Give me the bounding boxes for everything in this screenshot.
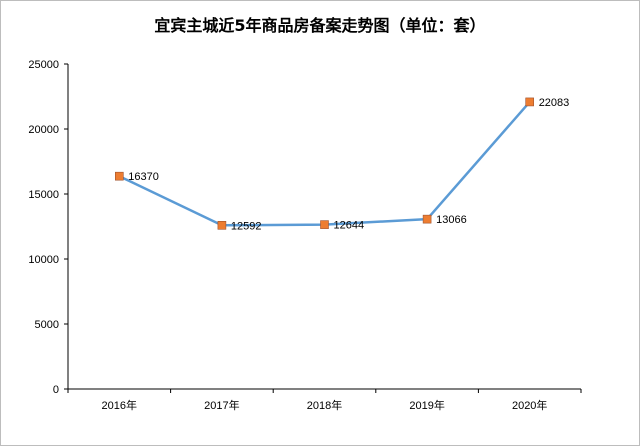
x-tick-label: 2020年 [512,398,547,412]
y-tick-label: 0 [53,384,59,396]
x-tick-label: 2017年 [204,398,239,412]
y-tick-label: 20000 [28,124,59,136]
data-point-marker [217,221,227,230]
data-label: 22083 [539,97,570,109]
series-line [118,101,531,227]
data-point-marker [115,171,124,181]
y-tick-label: 10000 [28,254,59,266]
data-label: 13066 [436,214,467,226]
y-tick-label: 5000 [35,319,59,331]
data-point-marker [320,220,329,229]
data-label: 16370 [128,171,159,183]
data-label: 12592 [231,220,262,232]
y-tick-label: 25000 [28,59,59,71]
data-point-marker [525,97,535,107]
series-layer: 16370 12592 12644 13066 22083 [115,97,569,232]
y-tick-label: 15000 [28,189,59,201]
x-tick-label: 2016年 [102,398,137,412]
x-tick-label: 2018年 [307,398,342,412]
x-tick-label: 2019年 [409,398,444,412]
axes: 0 5000 10000 15000 20000 25000 2016年 2017年 2018年… [28,59,582,412]
data-point-marker [422,214,432,224]
chart-title: 宜宾主城近5年商品房备案走势图（单位：套） [154,16,485,35]
data-label: 12644 [334,220,365,232]
